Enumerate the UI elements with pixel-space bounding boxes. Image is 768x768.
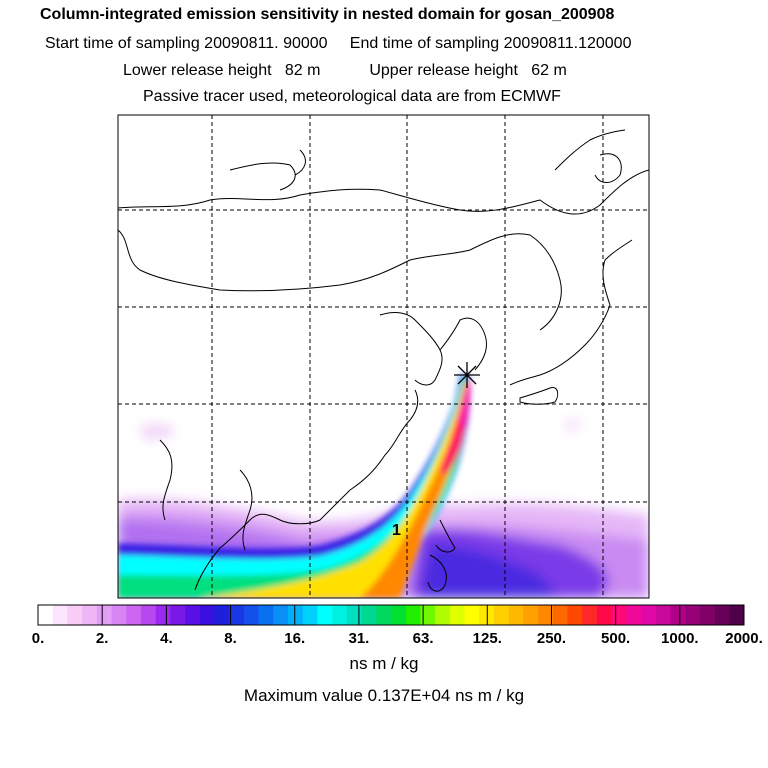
release-heights: Lower release height 82 m Upper release … — [123, 62, 567, 79]
colorbar-swatch — [82, 605, 98, 625]
sampling-times: Start time of sampling 20090811. 90000 E… — [45, 35, 632, 52]
colorbar-swatch — [493, 605, 509, 625]
colorbar-swatch — [155, 605, 171, 625]
colorbar-label: 500. — [601, 630, 631, 647]
colorbar-swatch — [685, 605, 701, 625]
colorbar-swatch — [199, 605, 215, 625]
colorbar-swatch — [346, 605, 362, 625]
colorbar-swatch — [317, 605, 333, 625]
colorbar-swatch — [714, 605, 730, 625]
asterisk-icon — [454, 362, 480, 388]
cluster-label: 1 — [392, 522, 401, 539]
colorbar-swatch — [552, 605, 568, 625]
colorbar-swatch — [214, 605, 230, 625]
colorbar-swatch — [376, 605, 392, 625]
colorbar-swatch — [405, 605, 421, 625]
colorbar-swatch — [243, 605, 259, 625]
colorbar-swatch — [391, 605, 407, 625]
colorbar-swatch — [126, 605, 142, 625]
colorbar-swatch — [170, 605, 186, 625]
colorbar-label: 2. — [95, 630, 109, 647]
colorbar-swatch — [538, 605, 554, 625]
colorbar-swatch — [288, 605, 304, 625]
colorbar-swatch — [699, 605, 715, 625]
colorbar-swatch — [229, 605, 245, 625]
colorbar-swatch — [140, 605, 156, 625]
colorbar-swatch — [273, 605, 289, 625]
colorbar-swatch — [641, 605, 657, 625]
max-value-label: Maximum value 0.137E+04 ns m / kg — [243, 686, 525, 705]
colorbar-label: 31. — [348, 630, 370, 647]
colorbar-label: 16. — [284, 630, 306, 647]
colorbar-label: 0. — [31, 630, 45, 647]
units-label: ns m / kg — [349, 654, 419, 673]
colorbar-swatch — [420, 605, 436, 625]
colorbar-swatch — [435, 605, 451, 625]
graticule — [118, 115, 649, 598]
colorbar-swatch — [567, 605, 583, 625]
colorbar-swatch — [611, 605, 627, 625]
colorbar-swatch — [626, 605, 642, 625]
colorbar-swatch — [361, 605, 377, 625]
colorbar-swatch — [67, 605, 83, 625]
plot-title: Column-integrated emission sensitivity i… — [40, 6, 615, 23]
colorbar-swatch — [302, 605, 318, 625]
colorbar-label: 63. — [412, 630, 434, 647]
colorbar-label: 1000. — [661, 630, 699, 647]
colorbar-label: 8. — [224, 630, 237, 647]
colorbar-swatch — [596, 605, 612, 625]
colorbar-label: 2000. — [725, 630, 763, 647]
colorbar-swatch — [52, 605, 68, 625]
map-frame — [117, 114, 650, 599]
colorbar-swatch — [582, 605, 598, 625]
colorbar-swatch — [655, 605, 671, 625]
colorbar-label: 125. — [472, 630, 502, 647]
colorbar-swatch — [479, 605, 495, 625]
colorbar-swatch — [523, 605, 539, 625]
colorbar-label: 4. — [160, 630, 173, 647]
colorbar-label: 250. — [536, 630, 567, 647]
colorbar-swatch — [38, 605, 54, 625]
colorbar-swatch — [508, 605, 524, 625]
plume — [118, 375, 471, 598]
colorbar-swatch — [332, 605, 348, 625]
colorbar-swatch — [670, 605, 686, 625]
coastlines — [118, 129, 649, 592]
colorbar — [37, 604, 745, 626]
colorbar-swatch — [464, 605, 480, 625]
colorbar-swatch — [96, 605, 112, 625]
colorbar-swatch — [111, 605, 127, 625]
colorbar-swatch — [185, 605, 201, 625]
map-area: 1 — [118, 115, 649, 598]
tracer-info: Passive tracer used, meteorological data… — [143, 88, 561, 105]
colorbar-swatch — [449, 605, 465, 625]
colorbar-swatch — [729, 605, 745, 625]
colorbar-swatch — [258, 605, 274, 625]
colorbar-frame — [37, 604, 745, 626]
